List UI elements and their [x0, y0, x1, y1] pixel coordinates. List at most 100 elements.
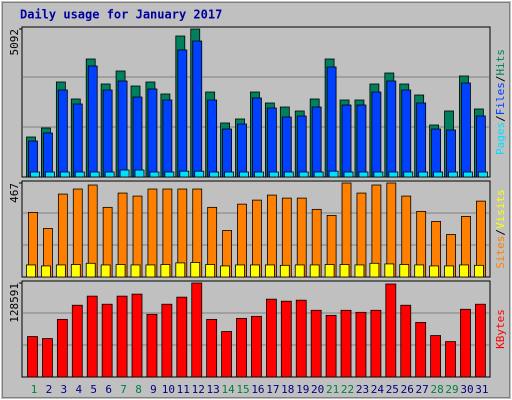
bar: [280, 300, 292, 378]
legend-entry: Sites: [494, 236, 507, 269]
legend-entry: Files: [494, 82, 507, 115]
legend-entry: KBytes: [494, 309, 507, 349]
bar: [27, 336, 38, 378]
bar: [86, 295, 98, 378]
bar: [473, 264, 484, 278]
legend-separator: /: [494, 229, 507, 236]
bar: [28, 140, 38, 178]
bar: [461, 82, 471, 178]
bar: [205, 264, 216, 278]
bar: [117, 80, 128, 178]
bar: [356, 192, 367, 278]
bar: [131, 293, 143, 378]
bar: [310, 309, 322, 378]
bar: [281, 116, 292, 178]
bar: [433, 171, 444, 178]
bar: [162, 188, 173, 278]
bar: [309, 264, 320, 278]
x-tick-label: 26: [401, 383, 414, 396]
bar: [235, 264, 245, 278]
x-tick-label: 30: [460, 383, 473, 396]
bar: [341, 182, 352, 278]
chart-title: Daily usage for January 2017: [20, 8, 222, 22]
bar: [72, 188, 83, 278]
bar: [328, 170, 339, 178]
legend-entry: Visits: [494, 189, 507, 229]
x-tick-label: 11: [177, 383, 190, 396]
bar: [459, 264, 469, 278]
bar: [72, 103, 83, 178]
legend: Sites/Visits: [494, 189, 507, 269]
legend-separator: /: [494, 115, 507, 122]
bar: [209, 171, 220, 178]
x-tick-label: 14: [221, 383, 235, 396]
bar: [326, 66, 337, 178]
bar: [444, 265, 454, 278]
bar: [146, 313, 158, 378]
bar: [101, 303, 113, 378]
bar: [190, 262, 201, 278]
legend: Pages/Files/Hits: [494, 49, 507, 155]
bar: [430, 335, 442, 378]
bar: [85, 262, 96, 278]
bar: [340, 309, 352, 378]
bar: [57, 89, 68, 178]
bar: [343, 171, 354, 178]
legend-separator: /: [494, 76, 507, 83]
bar: [265, 298, 277, 378]
bar: [324, 264, 335, 278]
bar: [59, 171, 70, 178]
x-tick-label: 19: [296, 383, 309, 396]
bar: [251, 315, 262, 378]
bar: [294, 264, 305, 278]
bar: [429, 265, 440, 278]
bar: [175, 262, 186, 278]
bar: [388, 171, 399, 178]
bar: [355, 311, 367, 378]
bar: [224, 171, 234, 178]
bar: [446, 129, 456, 178]
bar: [414, 264, 425, 278]
bar: [30, 171, 40, 178]
bar: [102, 89, 113, 178]
legend-entry: Pages: [494, 122, 507, 155]
bar: [325, 314, 337, 378]
bar: [475, 115, 486, 178]
bar: [71, 304, 83, 378]
x-tick-label: 20: [311, 383, 324, 396]
x-tick-label: 5: [90, 383, 97, 396]
bar: [250, 264, 260, 278]
bar: [254, 171, 264, 178]
x-tick-label: 12: [192, 383, 205, 396]
y-tick-label: 5092: [8, 29, 21, 56]
bar: [311, 106, 322, 178]
bar: [295, 299, 307, 378]
bar: [313, 171, 324, 178]
x-tick-label: 3: [61, 383, 68, 396]
bar: [401, 89, 412, 178]
bar: [104, 171, 115, 178]
bar: [207, 99, 218, 178]
bar: [298, 171, 309, 178]
bar: [115, 264, 126, 278]
x-tick-label: 17: [266, 383, 279, 396]
bar: [221, 331, 232, 378]
bar: [400, 304, 412, 378]
bar: [416, 102, 427, 178]
x-tick-label: 23: [356, 383, 369, 396]
bar: [252, 97, 262, 178]
bar: [55, 264, 66, 278]
bar: [74, 171, 85, 178]
x-tick-label: 1: [31, 383, 38, 396]
bar: [41, 265, 51, 278]
x-tick-label: 2: [46, 383, 53, 396]
bar: [268, 171, 279, 178]
bar: [206, 318, 218, 378]
bar: [399, 264, 410, 278]
legend-entry: Hits: [494, 49, 507, 76]
bar: [385, 283, 397, 378]
bar: [149, 171, 160, 178]
x-tick-label: 13: [207, 383, 220, 396]
bar: [341, 104, 352, 178]
